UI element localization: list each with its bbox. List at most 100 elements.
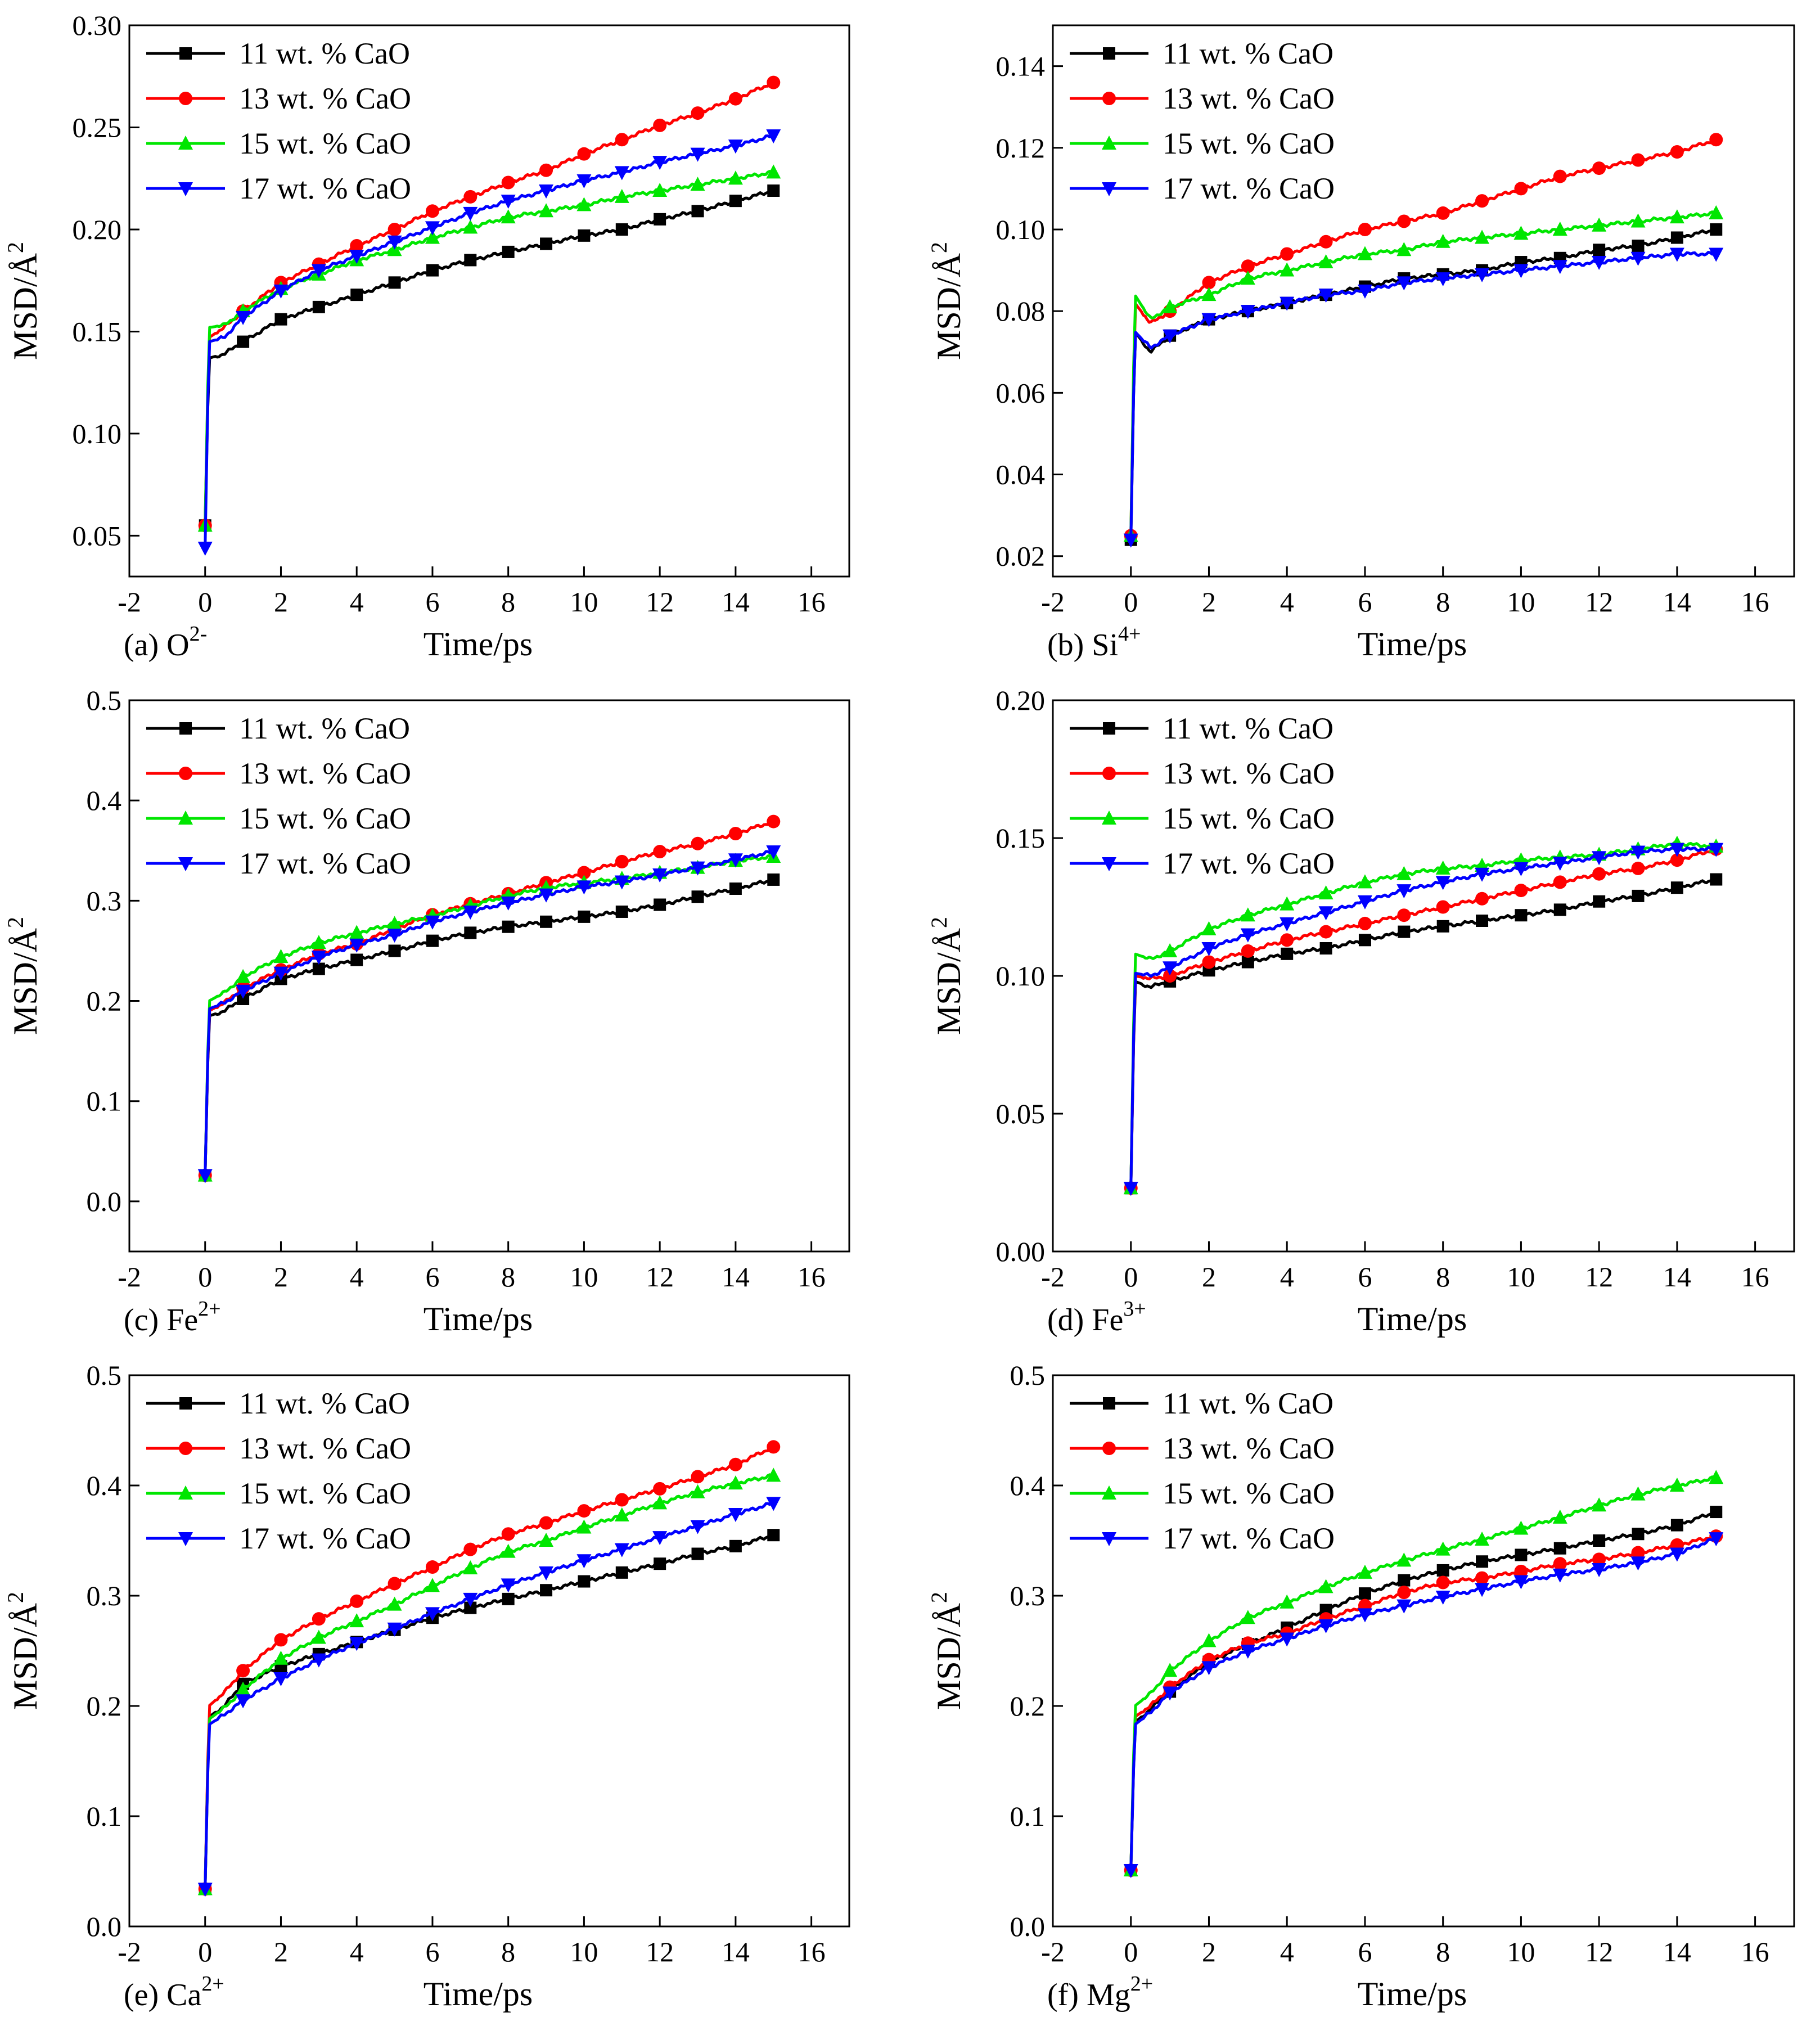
data-point <box>1318 289 1334 303</box>
data-point <box>539 888 554 903</box>
data-point <box>539 163 553 177</box>
data-point <box>691 890 704 903</box>
data-point <box>1280 896 1295 911</box>
data-point <box>387 1596 402 1611</box>
data-point <box>652 156 668 170</box>
y-tick-label: 0.30 <box>73 10 122 41</box>
data-point <box>1202 276 1216 290</box>
data-point <box>425 221 440 236</box>
series-1 <box>1124 223 1723 546</box>
data-point <box>1552 857 1567 871</box>
panel-label-superscript: 2+ <box>201 1972 224 1996</box>
legend-marker <box>179 722 192 735</box>
data-point <box>1670 881 1683 894</box>
data-point <box>1280 917 1295 931</box>
data-point <box>1475 867 1490 882</box>
data-point <box>728 853 743 868</box>
data-point <box>1358 222 1372 236</box>
panel-label-text: (f) Mg <box>1047 1978 1130 2013</box>
legend-label: 17 wt. % CaO <box>239 847 411 880</box>
y-tick-label: 0.2 <box>87 985 122 1017</box>
data-point <box>1630 845 1646 860</box>
panel-label: (d) Fe3+ <box>1047 1297 1146 1338</box>
legend-label: 11 wt. % CaO <box>1163 712 1334 745</box>
series-1 <box>199 1529 780 1896</box>
x-tick-label: 10 <box>570 1261 598 1293</box>
x-tick-label: 6 <box>1358 586 1372 618</box>
y-tick-label: 0.04 <box>996 459 1046 490</box>
data-point <box>1397 214 1411 228</box>
data-point <box>653 118 667 132</box>
x-tick-label: 8 <box>1436 1261 1450 1293</box>
data-point <box>1709 205 1724 219</box>
y-tick-label: 0.12 <box>996 132 1046 164</box>
plot-frame <box>1052 24 1795 578</box>
series-3 <box>1123 835 1724 1195</box>
series-3 <box>1123 205 1724 542</box>
data-point <box>1592 1497 1607 1512</box>
data-point <box>652 1495 668 1510</box>
data-point <box>729 195 742 208</box>
data-point <box>1435 1541 1450 1556</box>
y-axis-title: MSD/Å2 <box>3 917 44 1035</box>
x-tick-label: 6 <box>1358 1936 1372 1968</box>
x-tick-label: 0 <box>1124 1261 1138 1293</box>
data-point <box>652 1531 668 1546</box>
data-point <box>501 195 516 209</box>
plot-frame <box>1052 1374 1795 1928</box>
data-point <box>463 1542 477 1556</box>
y-tick-label: 0.5 <box>1010 1359 1046 1391</box>
legend-label: 15 wt. % CaO <box>1163 127 1335 160</box>
data-point <box>1318 1619 1334 1633</box>
data-point <box>1552 1509 1567 1524</box>
legend-label: 11 wt. % CaO <box>1163 1386 1334 1420</box>
data-point <box>1240 907 1255 922</box>
y-tick-label: 0.3 <box>87 885 122 916</box>
y-tick-label: 0.10 <box>73 418 122 449</box>
data-point <box>1319 235 1333 249</box>
data-point <box>690 147 705 162</box>
data-point <box>1553 1557 1567 1571</box>
series-line <box>1129 137 1717 536</box>
data-point <box>1631 153 1645 167</box>
y-tick-label: 0.06 <box>996 377 1046 408</box>
series-line <box>1129 1510 1718 1871</box>
data-point <box>578 229 591 242</box>
y-axis-title-text: MSD/Å <box>7 928 44 1035</box>
data-point <box>1357 874 1372 889</box>
legend-label: 15 wt. % CaO <box>1163 802 1335 835</box>
data-point <box>1632 889 1645 902</box>
series-4 <box>1123 843 1724 1196</box>
x-tick-label: 12 <box>1585 586 1613 618</box>
data-point <box>1592 867 1606 881</box>
y-tick-label: 0.02 <box>996 541 1046 572</box>
legend-marker <box>1103 1397 1115 1410</box>
y-tick-label: 0.08 <box>996 295 1046 327</box>
data-point <box>1630 213 1646 228</box>
x-tick-label: 12 <box>1585 1261 1613 1293</box>
data-point <box>387 928 402 943</box>
data-point <box>1475 1532 1490 1546</box>
data-point <box>1435 860 1450 875</box>
x-tick-label: 8 <box>501 1261 515 1293</box>
plot-frame <box>128 24 850 578</box>
y-axis-title: MSD/Å2 <box>926 917 967 1035</box>
legend: 11 wt. % CaO 13 wt. % CaO 15 wt. % CaO 17 w… <box>1070 1386 1335 1555</box>
y-axis-title-superscript: 2 <box>926 917 952 928</box>
data-point <box>540 915 553 928</box>
data-point <box>1163 943 1178 957</box>
legend-marker <box>179 1442 192 1455</box>
data-point <box>463 190 477 204</box>
data-point <box>1670 145 1684 159</box>
y-tick-label: 0.15 <box>73 316 122 347</box>
data-point <box>539 1566 554 1581</box>
chart-panel-5: -2 0 2 4 6 8 10 12 14 160.00.10.20.30.40.5MSD/Å2T… <box>3 1359 850 2013</box>
x-tick-label: -2 <box>118 1936 141 1968</box>
x-tick-label: 14 <box>1663 1261 1691 1293</box>
data-point <box>615 854 629 868</box>
x-tick-label: 16 <box>798 1936 826 1968</box>
data-point <box>236 969 251 983</box>
data-point <box>652 183 668 197</box>
data-point <box>274 1633 288 1647</box>
data-point <box>311 264 326 278</box>
